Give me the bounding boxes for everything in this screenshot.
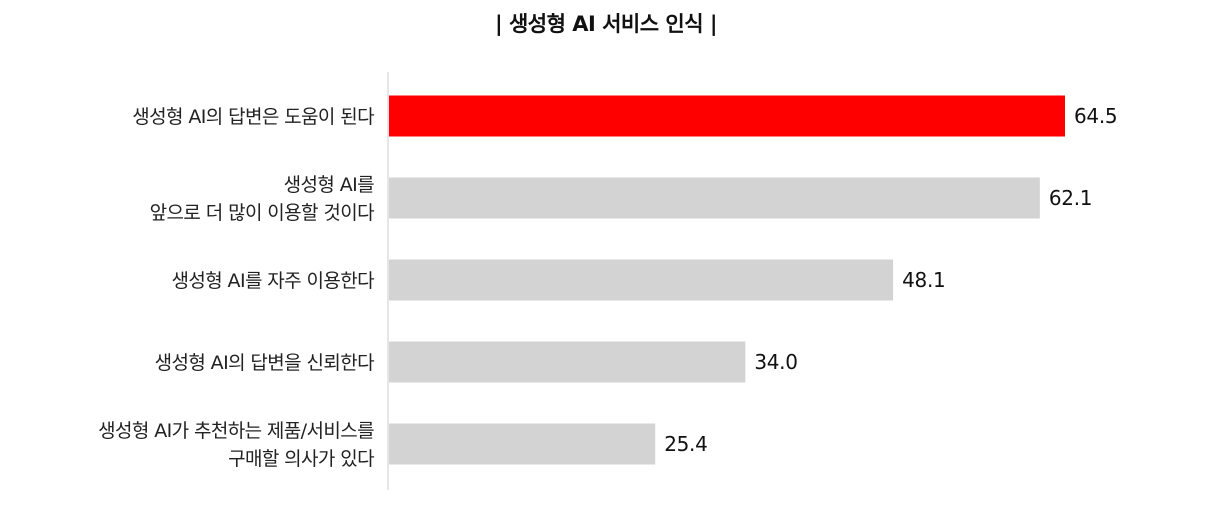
chart-title: | 생성형 AI 서비스 인식 | (494, 12, 718, 36)
category-label-1: 생성형 AI의 답변은 도움이 된다 (132, 106, 374, 128)
category-label-line: 생성형 AI를 (284, 174, 374, 196)
value-label-1: 64.5 (1074, 104, 1117, 128)
bar-3 (389, 259, 894, 301)
category-label-line: 생성형 AI의 답변을 신뢰한다 (155, 352, 375, 374)
category-label-3: 생성형 AI를 자주 이용한다 (171, 270, 374, 292)
value-label-4: 34.0 (754, 350, 797, 374)
category-label-line: 생성형 AI를 자주 이용한다 (171, 270, 374, 292)
value-label-2: 62.1 (1049, 186, 1092, 210)
bar-2 (389, 177, 1040, 219)
category-label-line: 생성형 AI의 답변은 도움이 된다 (132, 106, 374, 128)
category-label-line: 앞으로 더 많이 이용할 것이다 (150, 202, 374, 224)
bar-5 (389, 423, 656, 465)
value-label-3: 48.1 (902, 268, 945, 292)
category-label-4: 생성형 AI의 답변을 신뢰한다 (155, 352, 375, 374)
value-label-5: 25.4 (664, 432, 707, 456)
bar-4 (389, 341, 746, 383)
bar-1 (389, 95, 1065, 137)
category-label-line: 생성형 AI가 추천하는 제품/서비스를 (98, 420, 374, 442)
category-label-line: 구매할 의사가 있다 (228, 448, 374, 470)
